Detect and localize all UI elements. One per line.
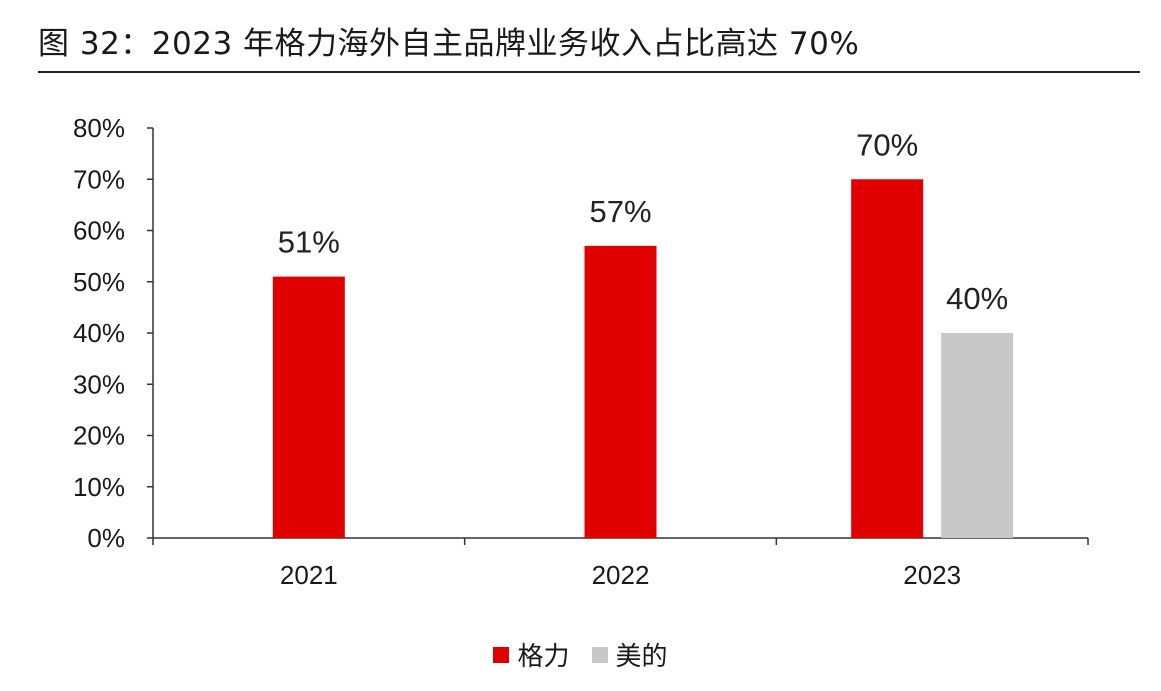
data-label: 70% xyxy=(856,127,918,162)
legend-item: 格力 xyxy=(493,636,570,673)
y-tick-label: 50% xyxy=(73,267,125,297)
y-axis: 0% 10% 20% 30% 40% 50% 60% 70% 80% xyxy=(73,113,154,553)
y-tick-label: 30% xyxy=(73,369,125,399)
legend-item: 美的 xyxy=(591,636,668,673)
y-tick-label: 10% xyxy=(73,472,125,502)
y-tick-label: 40% xyxy=(73,318,125,348)
legend-swatch xyxy=(591,646,608,663)
data-label: 51% xyxy=(278,225,340,260)
legend-label: 格力 xyxy=(517,642,570,672)
x-tick-label: 2023 xyxy=(903,560,961,590)
y-tick-label: 80% xyxy=(73,113,125,143)
figure-title: 图 32：2023 年格力海外自主品牌业务收入占比高达 70% xyxy=(38,26,860,62)
x-axis: 2021 2022 2023 xyxy=(152,537,1089,590)
bar xyxy=(941,333,1014,538)
title-rule xyxy=(38,71,1140,73)
y-tick-label: 0% xyxy=(87,523,125,553)
bar xyxy=(272,276,345,538)
y-tick-label: 20% xyxy=(73,421,125,451)
data-labels: 51% 57% 70% 40% xyxy=(278,127,1008,316)
legend-label: 美的 xyxy=(615,642,668,672)
data-label: 40% xyxy=(946,281,1008,316)
legend-swatch xyxy=(493,646,510,663)
legend: 格力 美的 xyxy=(0,636,1161,673)
x-tick-label: 2021 xyxy=(280,560,338,590)
bar xyxy=(584,245,657,538)
y-tick-label: 60% xyxy=(73,216,125,246)
bar xyxy=(851,179,924,538)
y-tick-label: 70% xyxy=(73,164,125,194)
bars xyxy=(272,179,1014,538)
data-label: 57% xyxy=(589,194,651,229)
x-tick-label: 2022 xyxy=(592,560,650,590)
